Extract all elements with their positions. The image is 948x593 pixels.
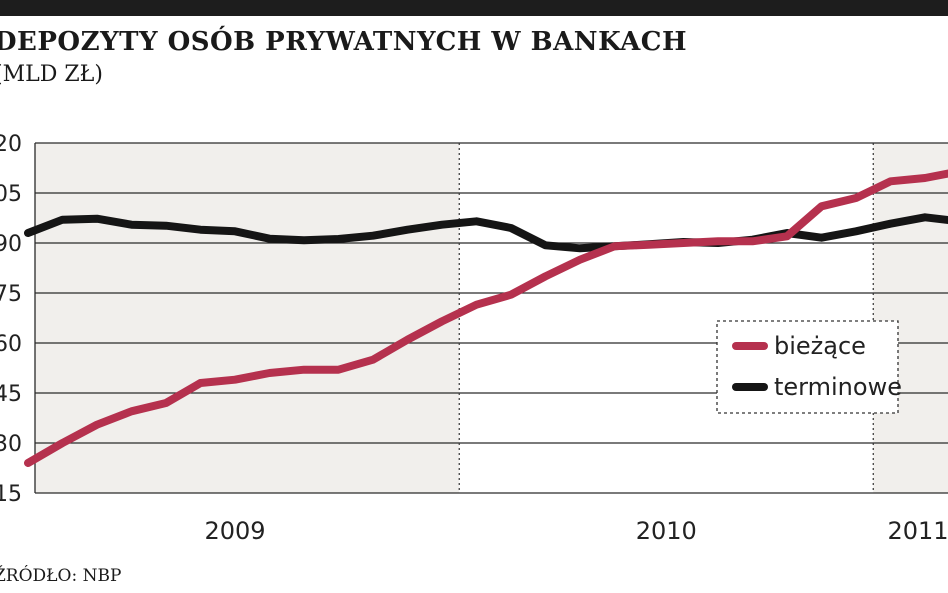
year-band-2009 [35,143,460,493]
chart-title: DEPOZYTY OSÓB PRYWATNYCH W BANKACH [0,27,688,57]
legend-box [716,320,899,414]
y-tick-label: 160 [0,332,22,357]
source-note: ŹRÓDŁO: NBP [0,566,122,586]
year-band-2011 [873,143,948,493]
y-tick-label: 190 [0,232,22,257]
y-tick-label: 205 [0,182,22,207]
axis-labels: 220 205 190 175 160 145 130 115 2009 2010 2011 [0,132,948,545]
series-line-biezace [24,169,948,467]
x-year-label-2011: 2011 [887,517,948,545]
y-tick-label: 145 [0,382,22,407]
y-tick-label: 175 [0,282,22,307]
y-tick-label: 130 [0,432,22,457]
series-line-terminowe [24,213,948,253]
line-chart: 220 205 190 175 160 145 130 115 2009 2010 2011 bie… [0,132,948,545]
plot-background [35,143,948,493]
x-year-label-2010: 2010 [636,517,697,545]
legend-item-terminowe-label: terminowe [774,373,902,401]
legend-item-biezace-label: bieżące [774,332,866,360]
series-lines [24,169,948,467]
chart-subtitle: (MLD ZŁ) [0,62,103,87]
y-tick-label: 220 [0,132,22,157]
top-bar [0,0,948,16]
y-tick-label: 115 [0,482,22,507]
x-year-label-2009: 2009 [204,517,265,545]
legend: bieżące terminowe [716,320,902,414]
